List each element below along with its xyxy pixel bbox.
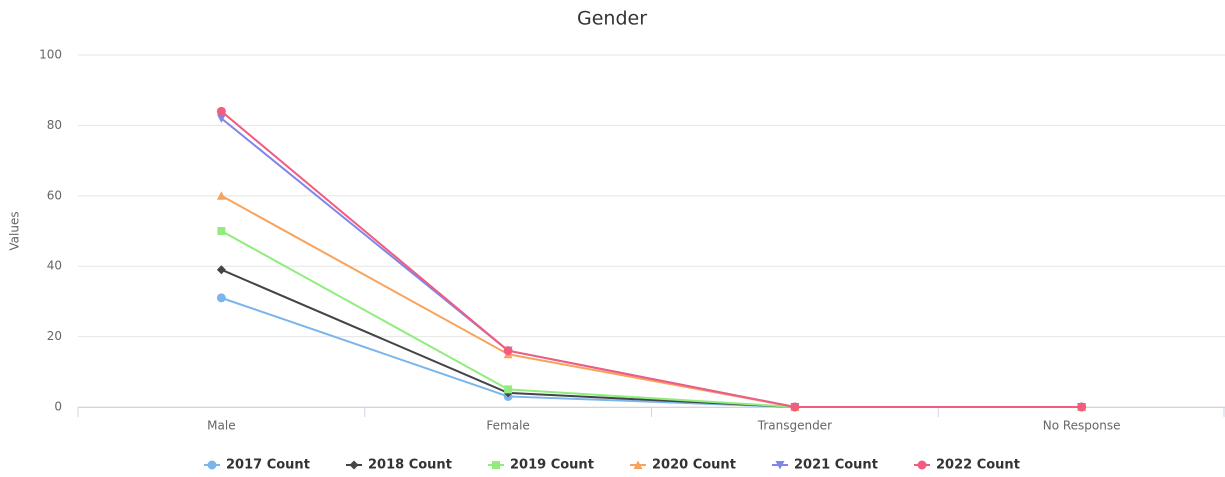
legend-symbol bbox=[207, 460, 217, 470]
y-tick-label: 40 bbox=[47, 259, 62, 273]
legend-label: 2018 Count bbox=[368, 458, 452, 473]
y-tick-label: 60 bbox=[47, 188, 62, 202]
data-point bbox=[1077, 402, 1087, 412]
y-tick-label: 100 bbox=[39, 48, 62, 62]
y-tick-label: 0 bbox=[54, 400, 62, 414]
y-tick-label: 80 bbox=[47, 118, 62, 132]
data-point bbox=[216, 114, 226, 123]
data-point bbox=[217, 227, 226, 235]
legend-symbol bbox=[492, 461, 500, 469]
series-line bbox=[220, 110, 1082, 408]
series-line bbox=[220, 117, 1082, 408]
legend-symbol bbox=[917, 460, 927, 470]
data-point bbox=[216, 106, 226, 116]
data-point bbox=[503, 346, 513, 356]
data-point bbox=[216, 265, 226, 275]
series-line bbox=[221, 296, 1082, 408]
legend-symbol bbox=[349, 460, 359, 470]
data-point bbox=[216, 191, 226, 200]
data-point bbox=[790, 402, 800, 412]
legend-label: 2022 Count bbox=[936, 458, 1020, 473]
y-axis-title: Values bbox=[8, 211, 22, 250]
legend-label: 2017 Count bbox=[226, 458, 310, 473]
legend-symbol bbox=[633, 460, 643, 469]
legend-label: 2021 Count bbox=[794, 458, 878, 473]
y-tick-label: 20 bbox=[47, 329, 62, 343]
data-point bbox=[504, 385, 513, 394]
series-line bbox=[220, 268, 1082, 408]
x-tick-label: No Response bbox=[1043, 419, 1121, 433]
legend-label: 2019 Count bbox=[510, 458, 594, 473]
data-point bbox=[216, 293, 226, 303]
chart-title: Gender bbox=[577, 8, 647, 30]
legend-label: 2020 Count bbox=[652, 458, 736, 473]
x-tick-label: Transgender bbox=[757, 419, 832, 433]
x-tick-label: Female bbox=[486, 419, 529, 433]
legend-symbol bbox=[775, 461, 785, 470]
x-tick-label: Male bbox=[207, 419, 235, 433]
